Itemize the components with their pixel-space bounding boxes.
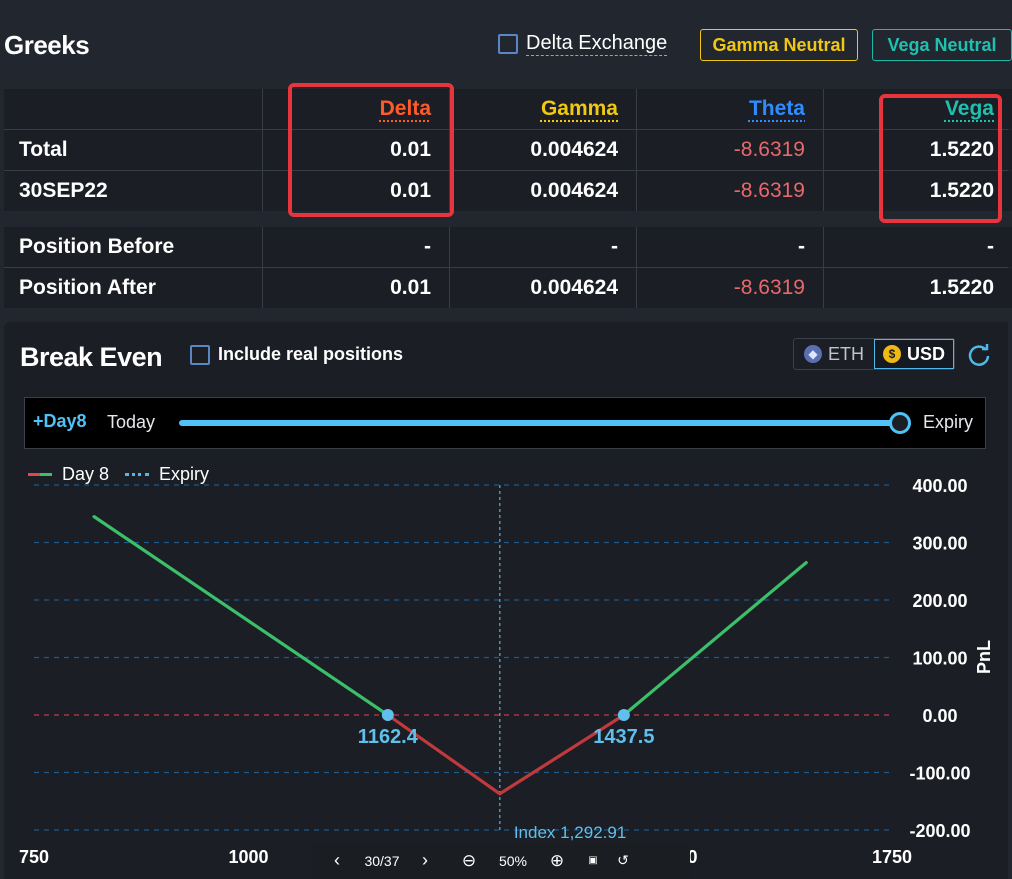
refresh-icon[interactable] [966, 342, 992, 368]
include-real-positions-checkbox[interactable]: Include real positions [190, 344, 403, 365]
viewer-toolbar: ‹ 30/37 › ⊖ 50% ⊕ ▣ ↺ [312, 842, 690, 879]
slider-start-label: Today [107, 412, 156, 432]
series-segment-day8 [622, 561, 808, 717]
expiry-vega: 1.5220 [824, 171, 1012, 211]
expiry-swatch [125, 473, 150, 476]
total-delta: 0.01 [263, 130, 449, 170]
column-header-theta[interactable]: Theta [637, 89, 823, 129]
gamma-header-label: Gamma [540, 97, 618, 120]
greeks-table: Delta Gamma Theta Vega Total 0.01 0.0046… [4, 89, 1012, 211]
break-even-label: 1162.4 [358, 726, 419, 748]
column-header-gamma[interactable]: Gamma [450, 89, 636, 129]
before-theta: - [637, 227, 823, 267]
prev-page-icon[interactable]: ‹ [334, 850, 340, 870]
delta-header-label: Delta [379, 97, 431, 120]
break-even-label: 1437.5 [593, 726, 654, 748]
day-offset-label: +Day8 [33, 411, 87, 431]
legend-item-day8[interactable]: Day 8 [28, 464, 109, 485]
series-segment-day8 [498, 713, 626, 796]
slider-track[interactable] [179, 420, 901, 426]
delta-exchange-checkbox[interactable]: Delta Exchange [498, 32, 668, 56]
total-gamma: 0.004624 [450, 130, 636, 170]
row-label-expiry: 30SEP22 [4, 171, 262, 211]
y-tick-label: -200.00 [909, 821, 970, 841]
greeks-title: Greeks [4, 30, 90, 60]
checkbox-icon[interactable] [498, 34, 518, 54]
eth-coin-icon: ◆ [804, 345, 822, 363]
vega-header-label: Vega [944, 97, 994, 120]
currency-usd-option[interactable]: $ USD [874, 339, 954, 369]
total-theta: -8.6319 [637, 130, 823, 170]
usd-coin-icon: $ [882, 345, 901, 363]
greeks-header [0, 0, 1012, 90]
after-delta: 0.01 [263, 268, 449, 308]
column-header-delta[interactable]: Delta [263, 89, 449, 129]
currency-toggle: ◆ ETH $ USD [793, 338, 955, 370]
y-tick-label: 100.00 [912, 649, 967, 669]
theta-header-label: Theta [748, 97, 805, 120]
before-vega: - [824, 227, 1012, 267]
expiry-theta: -8.6319 [637, 171, 823, 211]
break-even-title: Break Even [20, 342, 163, 372]
expiry-gamma: 0.004624 [450, 171, 636, 211]
zoom-in-icon[interactable]: ⊕ [549, 850, 565, 870]
zoom-out-icon[interactable]: ⊖ [461, 850, 477, 870]
actual-size-icon[interactable]: ▣ [588, 855, 598, 866]
before-delta: - [263, 227, 449, 267]
gamma-neutral-button[interactable]: Gamma Neutral [700, 29, 858, 61]
zoom-level: 50% [498, 852, 528, 869]
legend-label-day8: Day 8 [62, 464, 110, 484]
series-segment-day8 [386, 713, 502, 796]
row-label-position-after: Position After [4, 268, 262, 308]
y-axis-label: PnL [974, 640, 994, 674]
slider-end-label: Expiry [923, 412, 974, 432]
chart-legend: Day 8 Expiry [28, 464, 225, 485]
y-tick-label: -100.00 [909, 764, 970, 784]
y-tick-label: 200.00 [912, 591, 967, 611]
expiry-delta: 0.01 [263, 171, 449, 211]
x-tick-label: 750 [19, 847, 49, 867]
after-gamma: 0.004624 [450, 268, 636, 308]
y-tick-label: 300.00 [912, 534, 967, 554]
before-gamma: - [450, 227, 636, 267]
row-label-total: Total [4, 130, 262, 170]
x-tick-label: 1750 [872, 847, 912, 867]
break-even-marker [381, 709, 394, 721]
day8-swatch [28, 473, 52, 476]
y-tick-label: 0.00 [922, 706, 957, 726]
row-label-position-before: Position Before [4, 227, 262, 267]
series-segment-day8 [92, 515, 390, 717]
page-indicator: 30/37 [364, 852, 400, 869]
next-page-icon[interactable]: › [422, 850, 428, 870]
table-header-blank [4, 89, 262, 129]
slider-handle[interactable] [889, 412, 911, 434]
legend-item-expiry[interactable]: Expiry [125, 464, 209, 485]
currency-eth-option[interactable]: ◆ ETH [794, 339, 874, 369]
checkbox-icon[interactable] [190, 344, 210, 365]
total-vega: 1.5220 [824, 130, 1012, 170]
after-theta: -8.6319 [637, 268, 823, 308]
index-label: Index 1,292.91 [514, 823, 626, 842]
y-tick-label: 400.00 [912, 476, 967, 496]
legend-label-expiry: Expiry [159, 464, 210, 484]
after-vega: 1.5220 [824, 268, 1012, 308]
break-even-marker [617, 709, 630, 721]
x-tick-label: 1000 [228, 847, 268, 867]
position-table: Position Before - - - - Position After 0… [4, 227, 1012, 308]
include-real-positions-label: Include real positions [218, 344, 404, 364]
eth-label: ETH [828, 343, 864, 364]
break-even-panel: Break Even Include real positions ◆ ETH … [4, 322, 1008, 879]
day-slider: +Day8 Today Expiry [24, 397, 986, 449]
usd-label: USD [906, 343, 945, 364]
delta-exchange-label: Delta Exchange [526, 32, 668, 56]
rotate-icon[interactable]: ↺ [617, 852, 629, 868]
